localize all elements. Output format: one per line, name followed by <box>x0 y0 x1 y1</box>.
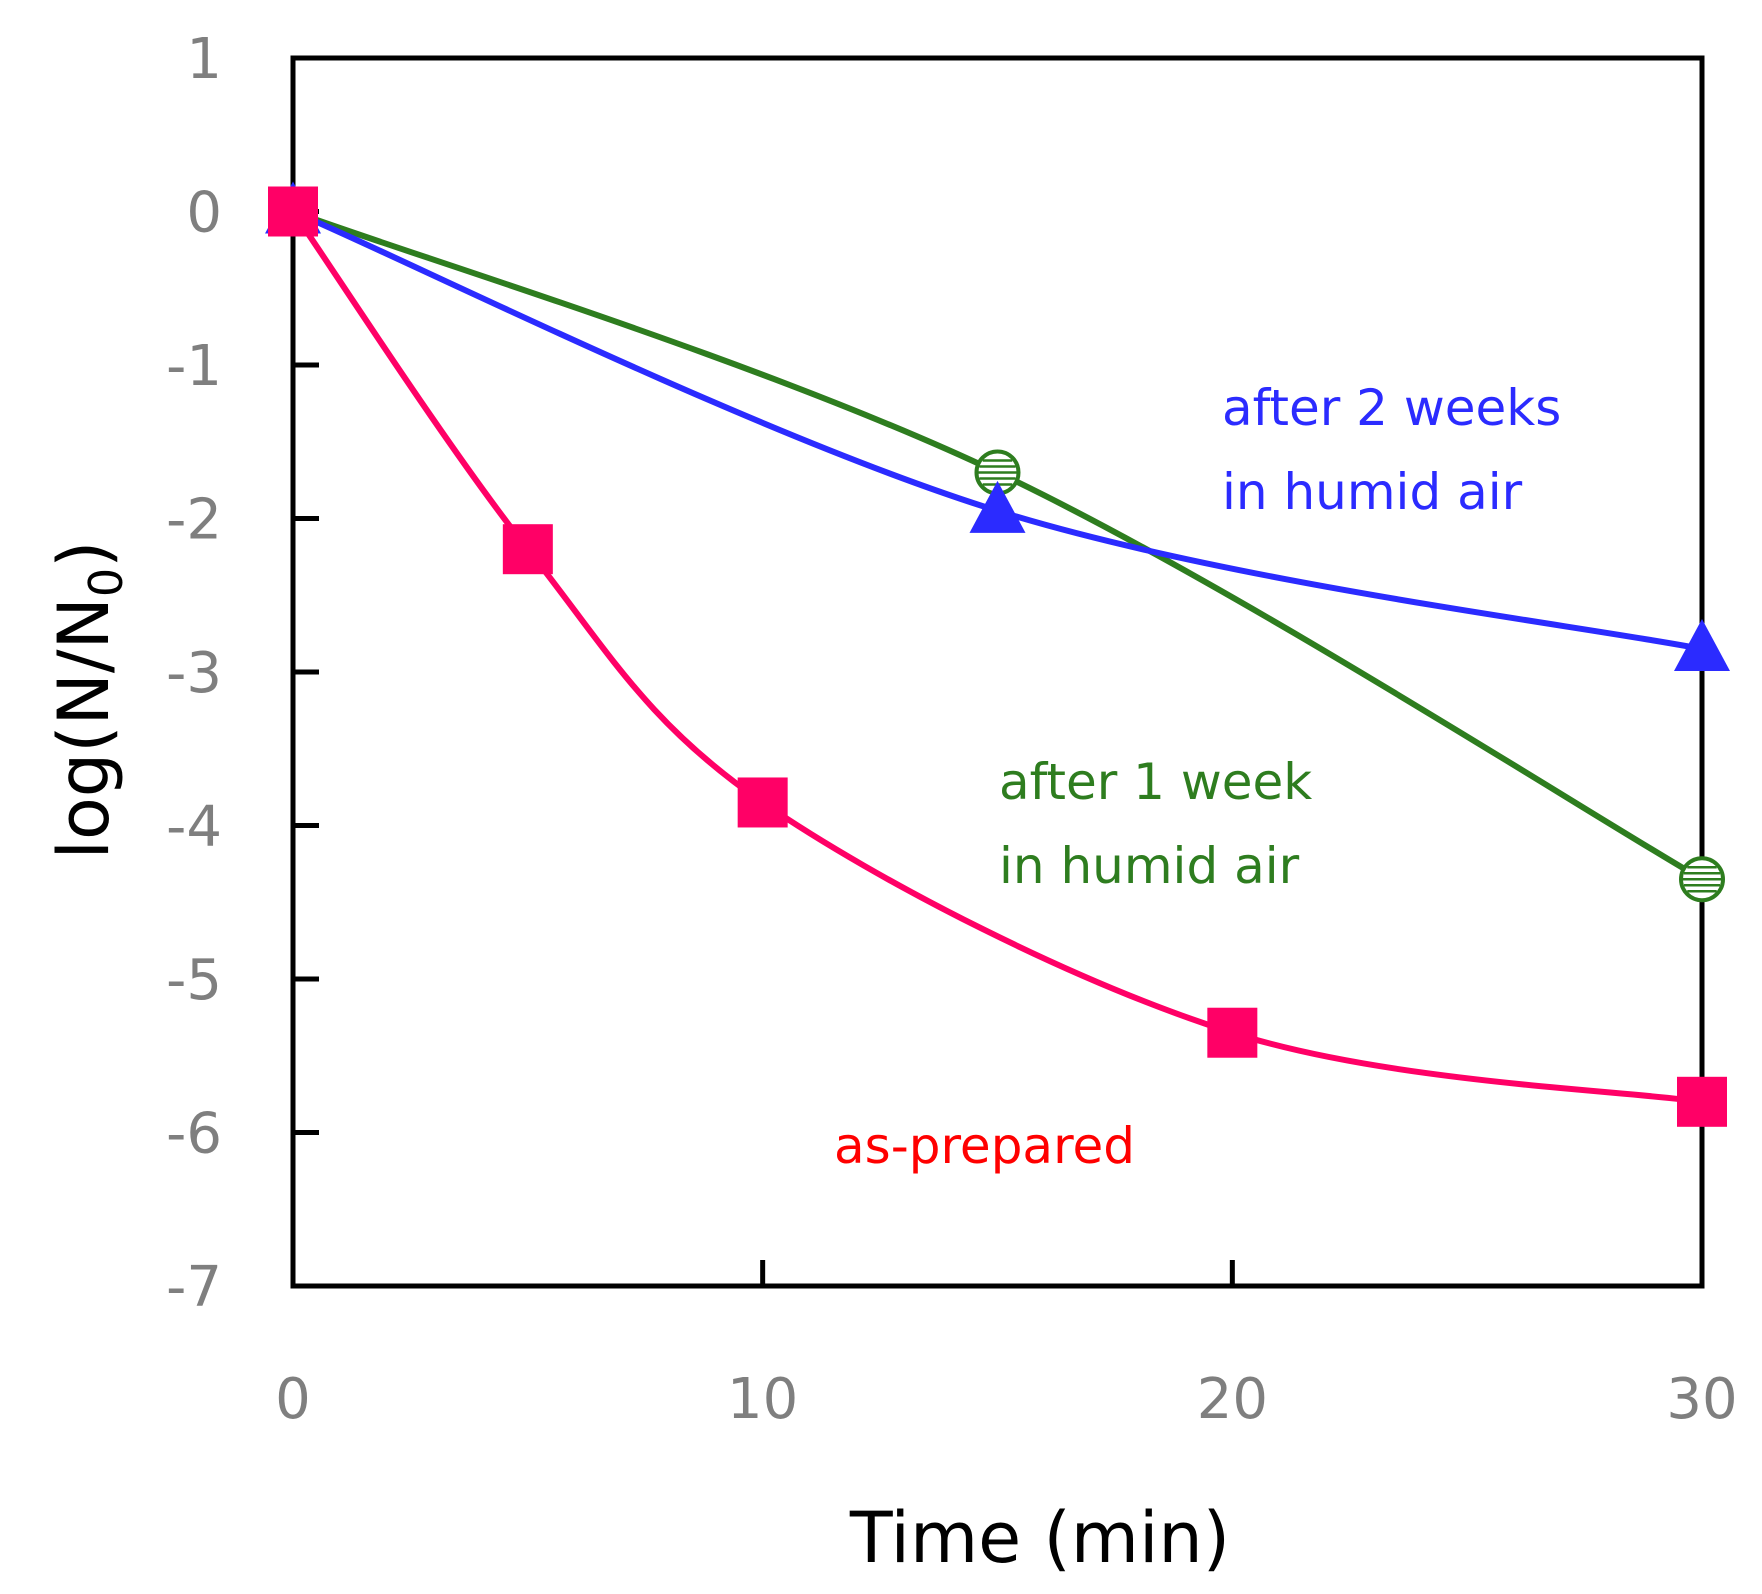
series-layer <box>265 181 1730 1127</box>
y-tick-label: -7 <box>166 1255 222 1320</box>
annotation-as-prepared-line1: as-prepared <box>834 1117 1135 1175</box>
x-tick-label: 10 <box>727 1367 798 1432</box>
annotation-2-weeks-line2: in humid air <box>1222 463 1523 521</box>
x-tick-label: 30 <box>1666 1367 1737 1432</box>
y-tick-label: -1 <box>166 334 222 399</box>
y-axis-title: log(N/N0) <box>43 541 133 860</box>
data-point-square <box>1677 1076 1727 1127</box>
y-axis-title-subscript: 0 <box>79 568 133 597</box>
x-tick-label: 20 <box>1197 1367 1268 1432</box>
annotation-1-week-line1: after 1 week <box>999 753 1312 811</box>
data-point-triangle <box>969 480 1026 533</box>
annotation-2-weeks: after 2 weeks in humid air <box>1222 379 1577 521</box>
annotation-1-week-line2: in humid air <box>999 837 1300 895</box>
annotation-2-weeks-line1: after 2 weeks <box>1222 379 1561 437</box>
annotation-as-prepared: as-prepared <box>834 1117 1135 1175</box>
y-axis-title-main: log(N/N <box>43 597 125 859</box>
x-tick-label: 0 <box>275 1367 311 1432</box>
axes: 10-1-2-3-4-5-6-70 10 20 30 <box>166 27 1737 1432</box>
y-tick-label: -3 <box>166 641 222 706</box>
y-axis-title-close: ) <box>43 541 125 568</box>
data-point-circle <box>1679 856 1725 903</box>
y-tick-label: 1 <box>186 27 222 92</box>
x-axis-title: Time (min) <box>849 1497 1230 1579</box>
data-point-square <box>737 777 788 828</box>
labels-layer: Time (min) log(N/N0) after 2 weeks in hu… <box>43 379 1577 1579</box>
plot-frame <box>290 55 1705 1289</box>
annotation-1-week: after 1 week in humid air <box>999 753 1328 895</box>
data-point-square <box>1207 1007 1258 1058</box>
data-point-square <box>502 524 553 575</box>
y-tick-label: -4 <box>166 795 222 860</box>
y-tick-label: -2 <box>166 488 222 553</box>
y-tick-label: -5 <box>166 948 222 1013</box>
data-point-square <box>268 186 318 237</box>
data-point-triangle <box>1674 618 1730 671</box>
y-tick-label: 0 <box>186 181 222 246</box>
series-line-as-prepared <box>290 209 1703 1105</box>
y-tick-label: -6 <box>166 1102 222 1167</box>
